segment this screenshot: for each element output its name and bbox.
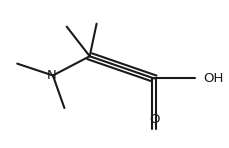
Text: O: O: [148, 113, 159, 126]
Text: N: N: [47, 69, 56, 82]
Text: OH: OH: [203, 72, 223, 85]
